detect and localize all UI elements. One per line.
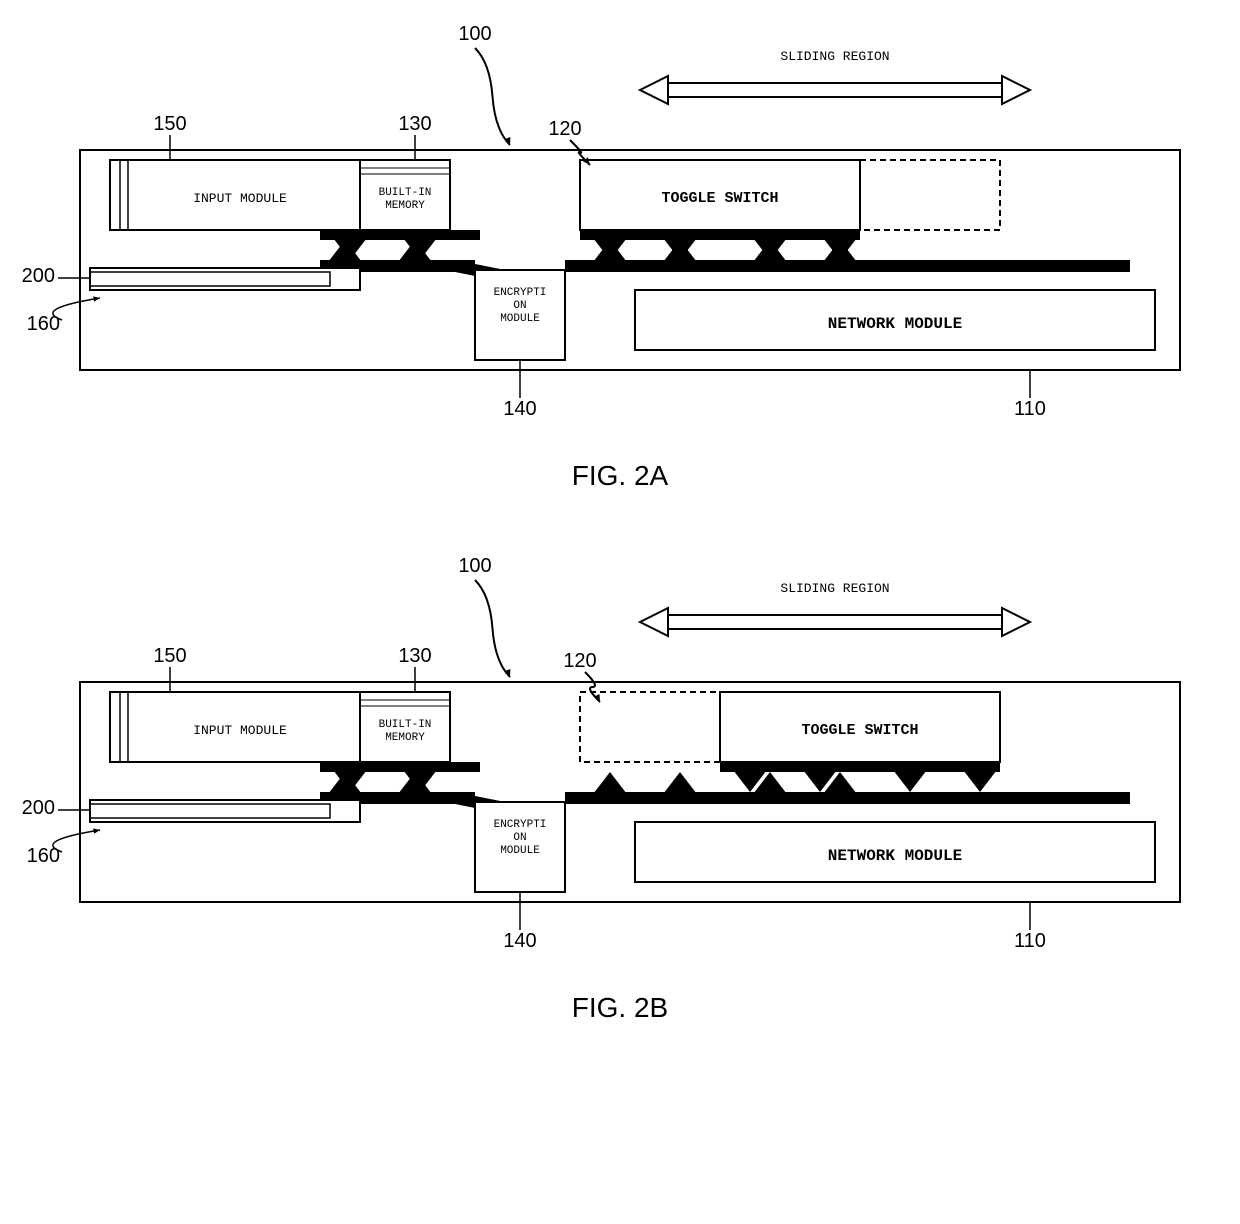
svg-text:INPUT MODULE: INPUT MODULE <box>193 191 287 206</box>
svg-text:BUILT-IN: BUILT-IN <box>379 719 432 731</box>
svg-text:200: 200 <box>22 265 55 287</box>
svg-text:110: 110 <box>1014 398 1046 420</box>
figure-caption: FIG. 2B <box>20 992 1220 1024</box>
svg-text:110: 110 <box>1014 930 1046 952</box>
svg-text:ENCRYPTI: ENCRYPTI <box>494 287 547 299</box>
svg-text:SLIDING REGION: SLIDING REGION <box>780 49 889 64</box>
svg-text:100: 100 <box>458 555 491 577</box>
svg-text:150: 150 <box>153 645 186 667</box>
fig2a: SLIDING REGION INPUT MODULE BUILT-INMEMORY… <box>20 20 1200 440</box>
svg-text:SLIDING REGION: SLIDING REGION <box>780 581 889 596</box>
figure-caption: FIG. 2A <box>20 460 1220 492</box>
svg-text:MEMORY: MEMORY <box>385 200 425 212</box>
svg-text:MODULE: MODULE <box>500 845 540 857</box>
svg-text:TOGGLE SWITCH: TOGGLE SWITCH <box>801 722 918 739</box>
svg-text:ENCRYPTI: ENCRYPTI <box>494 819 547 831</box>
fig2b: SLIDING REGION INPUT MODULE BUILT-INMEMORY… <box>20 552 1200 972</box>
svg-text:100: 100 <box>458 23 491 45</box>
svg-text:120: 120 <box>548 118 581 140</box>
svg-text:140: 140 <box>503 930 536 952</box>
svg-text:TOGGLE SWITCH: TOGGLE SWITCH <box>661 190 778 207</box>
svg-text:130: 130 <box>398 645 431 667</box>
svg-text:140: 140 <box>503 398 536 420</box>
svg-text:120: 120 <box>563 650 596 672</box>
svg-text:200: 200 <box>22 797 55 819</box>
svg-text:150: 150 <box>153 113 186 135</box>
svg-text:ON: ON <box>513 300 526 312</box>
svg-text:NETWORK MODULE: NETWORK MODULE <box>828 847 962 865</box>
svg-text:ON: ON <box>513 832 526 844</box>
svg-text:130: 130 <box>398 113 431 135</box>
svg-text:MEMORY: MEMORY <box>385 732 425 744</box>
svg-text:MODULE: MODULE <box>500 313 540 325</box>
svg-text:BUILT-IN: BUILT-IN <box>379 187 432 199</box>
svg-text:INPUT MODULE: INPUT MODULE <box>193 723 287 738</box>
svg-text:NETWORK MODULE: NETWORK MODULE <box>828 315 962 333</box>
